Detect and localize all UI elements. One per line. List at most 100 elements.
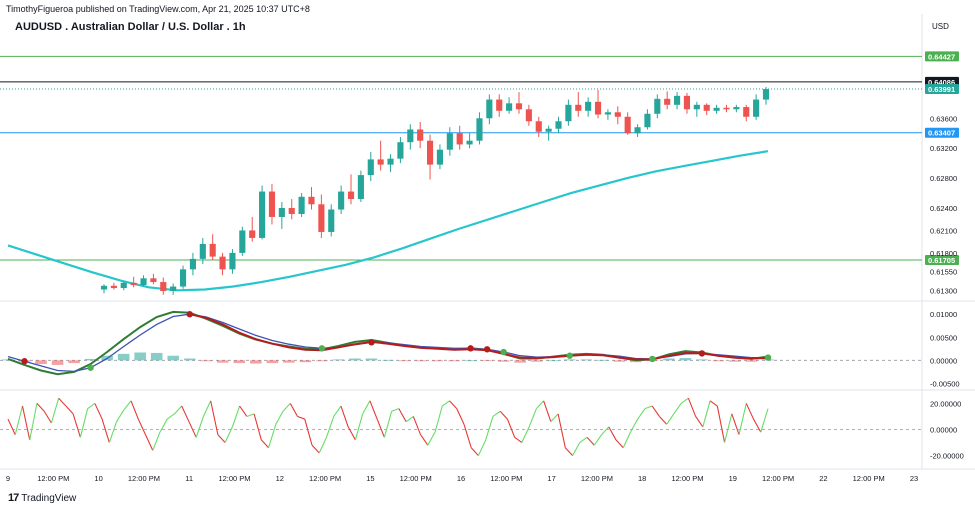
macd-histogram-bar (530, 360, 543, 362)
osc-segment (745, 403, 755, 420)
osc-segment (593, 434, 602, 446)
osc-segment (391, 408, 400, 412)
macd-histogram-bar (200, 360, 213, 362)
osc-segment (608, 426, 617, 441)
osc-segment (485, 416, 494, 441)
osc-segment (434, 405, 443, 433)
candle-body (407, 129, 414, 143)
candle-body (120, 282, 127, 289)
osc-segment (79, 408, 89, 438)
cross-marker (764, 354, 772, 361)
macd-histogram-bar (563, 359, 576, 361)
macd-histogram-bar (580, 359, 593, 361)
macd-histogram-bar (233, 360, 246, 364)
macd-histogram-bar (167, 355, 179, 361)
osc-segment (87, 402, 96, 410)
candle-body (743, 107, 750, 117)
candle-body (683, 95, 691, 110)
osc-segment (601, 426, 610, 436)
candle-body (634, 127, 641, 134)
osc-segment (463, 424, 472, 448)
candle-body (456, 133, 463, 145)
osc-segment (282, 403, 291, 412)
osc-segment (564, 447, 573, 456)
cross-marker (87, 364, 94, 371)
candle-body (723, 107, 730, 110)
time-axis-tick: 12:00 PM (37, 474, 69, 483)
candle-body (209, 243, 216, 257)
price-level-value: 0.63991 (928, 85, 955, 94)
candle-body (130, 282, 137, 286)
candle-body (239, 230, 246, 253)
osc-segment (289, 403, 299, 417)
osc-segment (333, 405, 342, 417)
price-axis-tick: 0.61550 (930, 268, 957, 277)
macd-histogram-bar (547, 360, 559, 362)
candle-body (565, 104, 572, 122)
candle-body (259, 191, 266, 238)
osc-segment (297, 415, 305, 420)
candle-body (733, 107, 740, 110)
time-axis-tick: 12 (276, 474, 284, 483)
time-axis-tick: 12:00 PM (490, 474, 522, 483)
osc-segment (629, 418, 639, 433)
candle-body (762, 89, 770, 100)
macd-histogram-bar (316, 360, 328, 362)
osc-segment (340, 405, 349, 428)
macd-histogram-bar (266, 360, 279, 364)
candles (100, 86, 770, 295)
osc-segment (543, 400, 552, 422)
price-level-tag (925, 51, 959, 62)
candle-body (150, 278, 157, 283)
osc-segment (673, 403, 682, 415)
candle-body (594, 101, 602, 115)
macd-histogram-bar (51, 360, 64, 365)
price-axis-tick: 0.63200 (930, 144, 957, 153)
candle-body (555, 121, 562, 129)
osc-segment (311, 444, 320, 454)
macd-histogram-bar (134, 352, 146, 361)
osc-segment (325, 416, 335, 438)
candle-body (387, 158, 394, 165)
macd-histogram-bar (349, 358, 361, 361)
candle-body (486, 99, 493, 119)
tradingview-logo[interactable]: 17 TradingView (8, 492, 76, 504)
macd-histogram-bar (332, 359, 345, 361)
osc-segment (753, 418, 762, 433)
osc-segment (369, 400, 378, 420)
candle-body (496, 99, 503, 111)
symbol-title[interactable]: AUDUSD . Australian Dollar / U.S. Dollar… (15, 21, 246, 33)
cross-marker (500, 348, 507, 356)
price-axis-tick: 0.63600 (930, 114, 957, 123)
candle-body (417, 129, 424, 141)
macd-histogram-bar (679, 358, 692, 361)
macd-histogram-bar (217, 360, 229, 363)
osc-axis-tick: 20.00000 (930, 399, 961, 408)
osc-segment (72, 413, 81, 438)
osc-segment (101, 418, 110, 443)
osc-segment (108, 421, 118, 443)
osc-segment (362, 400, 371, 415)
candle-body (298, 196, 305, 214)
candle-body (644, 113, 651, 128)
osc-segment (557, 413, 566, 448)
osc-segment (521, 426, 530, 443)
osc-segment (477, 439, 487, 456)
osc-segment (724, 413, 733, 443)
candle-body (693, 104, 700, 110)
axes: 0.63600 0.63200 0.62800 0.62400 0.62100 0.618… (6, 114, 964, 483)
ema-line (7, 150, 769, 292)
osc-segment (130, 400, 139, 420)
candle-body (268, 191, 276, 217)
macd-histogram-bar (613, 360, 626, 362)
price-level-value: 0.61705 (928, 256, 955, 265)
macd-histogram-bar (117, 353, 130, 361)
candle-body (249, 230, 256, 238)
time-axis-tick: 15 (366, 474, 374, 483)
price-level-value: 0.64086 (928, 78, 955, 87)
cross-marker (21, 358, 28, 365)
osc-segment (195, 416, 204, 438)
osc-segment (666, 413, 675, 425)
